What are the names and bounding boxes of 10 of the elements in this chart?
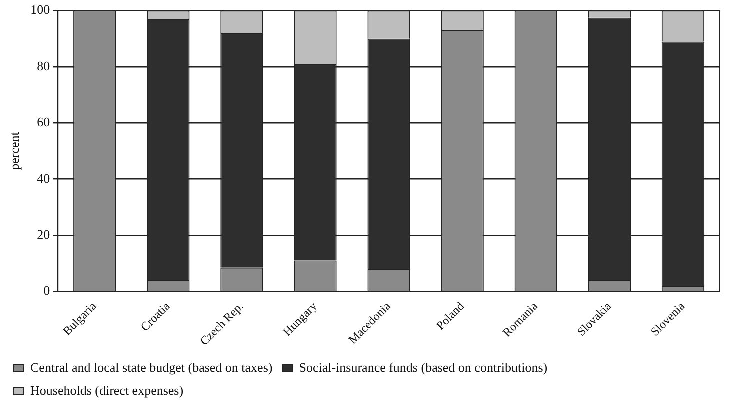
y-tick-label: 100 [30, 2, 50, 18]
y-tick-label: 20 [37, 226, 50, 242]
y-tick-label: 40 [37, 170, 50, 186]
legend-label: Central and local state budget (based on taxes) [30, 360, 273, 375]
y-tick-label: 80 [37, 58, 50, 74]
legend-label: Social-insurance funds (based on contributions) [299, 360, 548, 375]
y-axis-title: percent [7, 132, 22, 170]
y-tick-label: 60 [37, 114, 50, 130]
legend-label: Households (direct expenses) [30, 382, 184, 398]
y-tick-label: 0 [44, 283, 50, 298]
